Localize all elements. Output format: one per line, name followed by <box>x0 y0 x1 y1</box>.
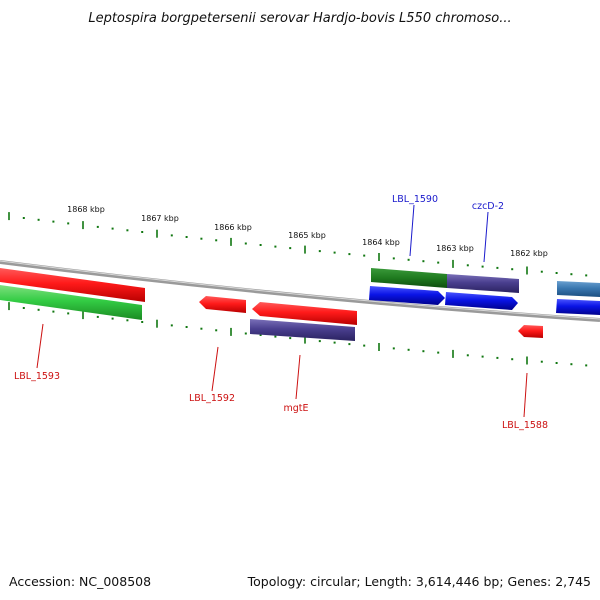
gene-label-lbl1593[interactable]: LBL_1593 <box>14 371 60 382</box>
leader-mgte <box>295 354 301 400</box>
tick-label-1866: 1866 kbp <box>214 223 252 232</box>
gene-block-dark-green[interactable] <box>371 268 447 288</box>
feature-reverse-strand-2 <box>199 296 543 341</box>
gene-block-green-lower-left[interactable] <box>0 285 142 320</box>
leader-lbl1592 <box>211 346 219 392</box>
gene-block-purple-czcd[interactable] <box>447 274 519 293</box>
gene-arrow-lbl1592[interactable] <box>199 296 246 313</box>
topology-text: Topology: circular; Length: 3,614,446 bp… <box>247 574 591 589</box>
gene-block-blue-czcd[interactable] <box>445 292 518 310</box>
gene-block-blue-right[interactable] <box>556 299 600 315</box>
gene-label-lbl1592[interactable]: LBL_1592 <box>189 393 235 404</box>
gene-label-czcd2[interactable]: czcD-2 <box>472 201 504 212</box>
tick-label-1868: 1868 kbp <box>67 205 105 214</box>
leader-lbl1588 <box>523 372 528 418</box>
map-title: Leptospira borgpetersenii serovar Hardjo… <box>88 11 511 26</box>
tick-label-1867: 1867 kbp <box>141 214 179 223</box>
tick-label-1865: 1865 kbp <box>288 231 326 240</box>
leader-lbl1593 <box>36 323 44 369</box>
feature-forward-strand <box>0 268 600 302</box>
genome-backbone <box>0 260 600 322</box>
genome-backbone-highlight <box>0 260 600 320</box>
tick-label-1863: 1863 kbp <box>436 244 474 253</box>
gene-block-red-top-left[interactable] <box>0 268 145 302</box>
gene-block-blue-lbl1590[interactable] <box>369 286 445 305</box>
gene-block-purple-mgte[interactable] <box>250 319 355 341</box>
feature-reverse-strand <box>0 285 600 320</box>
gene-arrow-mgte[interactable] <box>252 302 357 325</box>
leader-lbl1590 <box>409 204 415 257</box>
gene-arrow-lbl1588[interactable] <box>518 325 543 338</box>
gene-label-lbl1590[interactable]: LBL_1590 <box>392 194 438 205</box>
lower-ruler <box>8 302 588 367</box>
accession-text: Accession: NC_008508 <box>9 574 151 589</box>
scale-ruler <box>8 212 588 277</box>
gene-block-steel-blue[interactable] <box>557 281 600 297</box>
gene-label-lbl1588[interactable]: LBL_1588 <box>502 420 548 431</box>
leader-czcd2 <box>483 211 489 263</box>
gene-label-mgte[interactable]: mgtE <box>283 403 308 414</box>
tick-label-1864: 1864 kbp <box>362 238 400 247</box>
tick-label-1862: 1862 kbp <box>510 249 548 258</box>
